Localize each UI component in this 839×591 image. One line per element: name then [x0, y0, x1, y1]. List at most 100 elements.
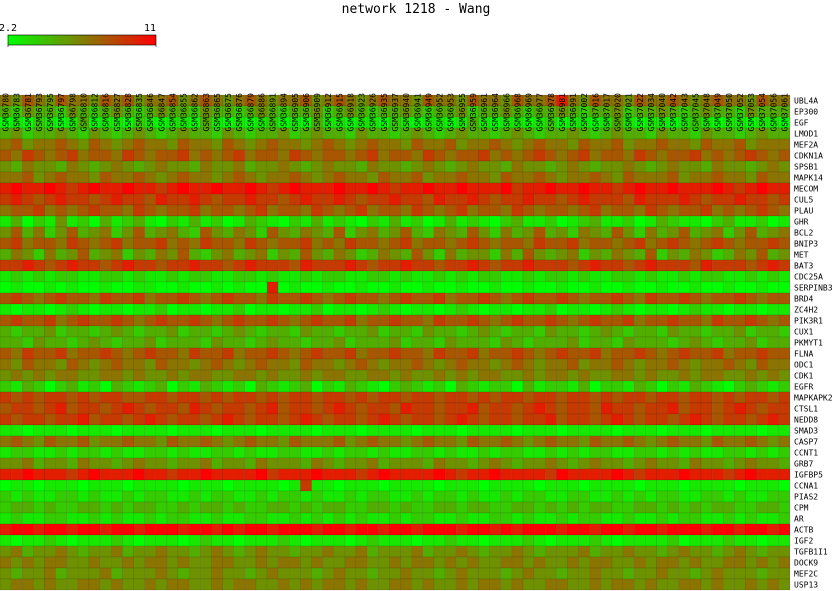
heatmap-cell [266, 457, 279, 470]
heatmap-cell [222, 281, 234, 294]
heatmap-cell [55, 567, 68, 580]
heatmap-cell [166, 325, 179, 338]
heatmap-cell [567, 314, 579, 327]
heatmap-cell [389, 237, 401, 250]
heatmap-cell [622, 138, 635, 151]
heatmap-cell [300, 336, 312, 349]
heatmap-cell [756, 160, 768, 173]
heatmap-cell [522, 160, 535, 173]
heatmap-cell [689, 171, 702, 184]
heatmap-cell [233, 193, 246, 206]
heatmap-cell [155, 457, 168, 470]
heatmap-cell [311, 204, 323, 217]
heatmap-cell [511, 259, 524, 272]
heatmap-cell [600, 325, 613, 338]
heatmap-cell [544, 149, 557, 162]
heatmap-cell [333, 556, 346, 569]
heatmap-cell [33, 248, 45, 261]
heatmap-cell [277, 303, 290, 316]
heatmap-cell [166, 281, 179, 294]
heatmap-cell [122, 457, 134, 470]
heatmap-cell [734, 380, 746, 393]
heatmap-cell [400, 248, 412, 261]
heatmap-cell [544, 435, 557, 448]
heatmap-cell [122, 292, 134, 305]
heatmap-cell [734, 149, 746, 162]
heatmap-cell [244, 501, 257, 514]
heatmap-cell [778, 446, 791, 459]
heatmap-cell [222, 457, 234, 470]
heatmap-cell [55, 457, 68, 470]
heatmap-cell [444, 193, 457, 206]
heatmap-cell [177, 391, 190, 404]
heatmap-cell [422, 226, 435, 239]
heatmap-cell [444, 435, 457, 448]
heatmap-cell [433, 292, 446, 305]
heatmap-cell [489, 182, 501, 195]
heatmap-cell [244, 358, 257, 371]
heatmap-cell [289, 204, 301, 217]
heatmap-cell [411, 149, 424, 162]
heatmap-cell [633, 259, 646, 272]
heatmap-cell [400, 215, 412, 228]
heatmap-cell [266, 534, 279, 547]
heatmap-cell [389, 435, 401, 448]
heatmap-cell [144, 281, 157, 294]
heatmap-cell [444, 182, 457, 195]
heatmap-cell [778, 237, 791, 250]
heatmap-cell [500, 270, 513, 283]
heatmap-cell [656, 391, 668, 404]
heatmap-cell [244, 413, 257, 426]
heatmap-cell [444, 204, 457, 217]
heatmap-cell [467, 567, 479, 580]
heatmap-cell [289, 523, 301, 536]
heatmap-cell [344, 226, 357, 239]
heatmap-cell [111, 479, 123, 492]
heatmap-cell [622, 358, 635, 371]
column-label: GSM36865 [213, 93, 222, 132]
heatmap-cell [55, 215, 68, 228]
heatmap-cell [722, 215, 735, 228]
heatmap-cell [322, 402, 335, 415]
heatmap-cell [244, 457, 257, 470]
heatmap-cell [366, 413, 379, 426]
heatmap-cell [55, 281, 68, 294]
heatmap-cell [22, 380, 34, 393]
heatmap-cell [500, 347, 513, 360]
column-label: GSM36891 [269, 93, 278, 132]
heatmap-cell [66, 314, 79, 327]
heatmap-cell [55, 325, 68, 338]
heatmap-cell [778, 149, 791, 162]
heatmap-cell [711, 248, 724, 261]
heatmap-cell [366, 215, 379, 228]
heatmap-cell [678, 248, 691, 261]
heatmap-cell [711, 149, 724, 162]
heatmap-cell [99, 369, 112, 382]
heatmap-cell [277, 380, 290, 393]
heatmap-cell [322, 149, 335, 162]
heatmap-cell [266, 446, 279, 459]
heatmap-cell [478, 215, 490, 228]
heatmap-cell [400, 259, 412, 272]
heatmap-cell [233, 204, 246, 217]
heatmap-cell [88, 402, 101, 415]
heatmap-cell [166, 171, 179, 184]
heatmap-cell [633, 358, 646, 371]
heatmap-cell [44, 336, 56, 349]
heatmap-cell [44, 248, 56, 261]
heatmap-cell [611, 380, 624, 393]
heatmap-cell [155, 369, 168, 382]
heatmap-cell [44, 468, 56, 481]
heatmap-cell [778, 369, 791, 382]
heatmap-cell [333, 347, 346, 360]
heatmap-cell [266, 402, 279, 415]
heatmap-cell [155, 138, 168, 151]
heatmap-cell [77, 281, 90, 294]
heatmap-cell [144, 424, 157, 437]
heatmap-cell [633, 160, 646, 173]
heatmap-cell [622, 160, 635, 173]
heatmap-cell [422, 380, 435, 393]
heatmap-cell [589, 314, 602, 327]
heatmap-cell [111, 424, 123, 437]
heatmap-cell [155, 171, 168, 184]
